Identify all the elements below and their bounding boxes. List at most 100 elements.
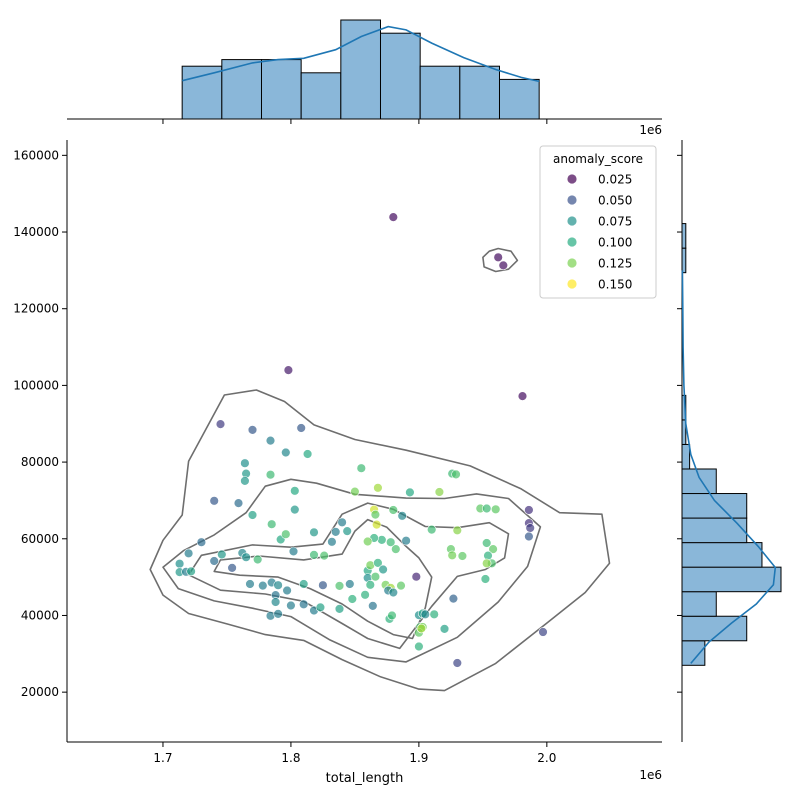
top-marginal-offset-text: 1e6 xyxy=(639,123,662,137)
y-hist-bar xyxy=(681,443,691,470)
scatter-point xyxy=(342,526,352,536)
scatter-point xyxy=(387,610,397,621)
scatter-point xyxy=(363,536,373,547)
scatter-point xyxy=(373,483,383,493)
scatter-point xyxy=(209,496,219,506)
scatter-point xyxy=(309,550,319,560)
y-kde-line xyxy=(681,270,777,664)
scatter-point xyxy=(386,537,396,547)
scatter-point xyxy=(345,579,355,589)
x-marginal-histogram xyxy=(67,19,662,124)
scatter-point xyxy=(493,252,503,262)
scatter-point xyxy=(267,519,277,529)
scatter-point xyxy=(265,470,276,480)
scatter-point xyxy=(309,527,319,537)
y-hist-bar xyxy=(681,468,717,495)
scatter-point xyxy=(186,566,196,577)
scatter-point xyxy=(290,504,300,515)
scatter-point xyxy=(299,579,309,589)
scatter-point xyxy=(388,212,398,222)
y-tick-label: 20000 xyxy=(21,685,59,699)
scatter-point xyxy=(265,435,276,446)
legend-label: 0.075 xyxy=(598,215,632,229)
y-hist-bar xyxy=(681,591,717,617)
scatter-point xyxy=(240,476,250,486)
y-hist-bar xyxy=(681,517,748,544)
x-tick-label: 1.7 xyxy=(153,751,172,765)
scatter-point xyxy=(286,600,296,611)
scatter-point xyxy=(538,627,548,637)
scatter-point xyxy=(281,447,291,458)
legend-title: anomaly_score xyxy=(553,152,643,166)
x-tick-label: 1.9 xyxy=(409,751,428,765)
legend-label: 0.150 xyxy=(598,278,632,292)
scatter-point xyxy=(319,550,329,561)
scatter-point xyxy=(247,510,258,520)
scatter-point xyxy=(233,498,244,508)
scatter-point xyxy=(183,548,194,558)
x-tick-label: 1.8 xyxy=(281,751,300,765)
kde-contour xyxy=(162,478,542,663)
x-hist-bar xyxy=(459,65,500,120)
scatter-point xyxy=(334,604,345,614)
scatter-point xyxy=(302,449,313,459)
scatter-point xyxy=(241,552,251,562)
scatter-point xyxy=(315,602,326,613)
scatter-point xyxy=(273,609,283,619)
legend-marker xyxy=(567,279,577,289)
scatter-point xyxy=(401,535,411,546)
scatter-point xyxy=(217,549,227,560)
scatter-point xyxy=(368,601,378,611)
x-hist-bar xyxy=(260,59,302,120)
x-hist-bar xyxy=(300,72,342,120)
x-offset-text: 1e6 xyxy=(639,768,662,782)
scatter-point xyxy=(524,531,534,542)
scatter-point xyxy=(196,537,207,547)
scatter-point xyxy=(331,527,341,537)
scatter-point xyxy=(327,537,337,547)
scatter-point xyxy=(240,458,250,468)
scatter-point xyxy=(347,594,357,604)
scatter-point xyxy=(525,523,535,533)
scatter-point xyxy=(370,571,381,582)
scatter-point xyxy=(378,564,388,575)
legend-marker xyxy=(567,237,577,247)
scatter-point xyxy=(253,554,263,565)
scatter-point xyxy=(457,551,468,561)
scatter-point xyxy=(498,260,508,271)
main-scatter-axes: 1.7 1.8 1.9 2.0 20000 40000 60000 80000 100000 12… xyxy=(13,123,662,786)
scatter-point xyxy=(480,574,491,584)
scatter-point xyxy=(227,563,237,573)
scatter-point xyxy=(290,486,300,496)
scatter-point xyxy=(356,463,366,473)
y-tick-label: 80000 xyxy=(21,455,59,469)
x-hist-bar xyxy=(498,78,540,120)
scatter-point xyxy=(397,511,407,521)
y-tick-label: 140000 xyxy=(13,225,59,239)
scatter-point xyxy=(334,581,345,591)
scatter-point xyxy=(282,585,292,596)
scatter-point xyxy=(288,546,299,557)
scatter-point xyxy=(296,423,306,433)
scatter-point xyxy=(283,365,294,375)
scatter-point xyxy=(451,469,461,480)
scatter-point xyxy=(209,556,219,566)
y-tick-label: 160000 xyxy=(13,148,59,162)
y-tick-label: 120000 xyxy=(13,302,59,316)
y-hist-bar xyxy=(681,247,687,274)
scatter-point xyxy=(420,609,430,619)
x-kde-line xyxy=(182,25,540,83)
scatter-point xyxy=(482,558,492,568)
scatter-point xyxy=(247,425,258,435)
legend: anomaly_score 0.025 0.050 0.075 0.100 0.125 0.… xyxy=(539,145,657,299)
x-hist-bar xyxy=(379,32,421,120)
x-tick-label: 2.0 xyxy=(537,751,556,765)
scatter-point xyxy=(488,544,498,554)
legend-label: 0.125 xyxy=(598,257,632,271)
legend-label: 0.100 xyxy=(598,236,632,250)
legend-marker xyxy=(567,174,577,184)
y-tick-label: 100000 xyxy=(13,378,59,392)
scatter-point xyxy=(439,624,450,634)
scatter-point xyxy=(174,558,185,569)
scatter-point xyxy=(215,419,226,429)
